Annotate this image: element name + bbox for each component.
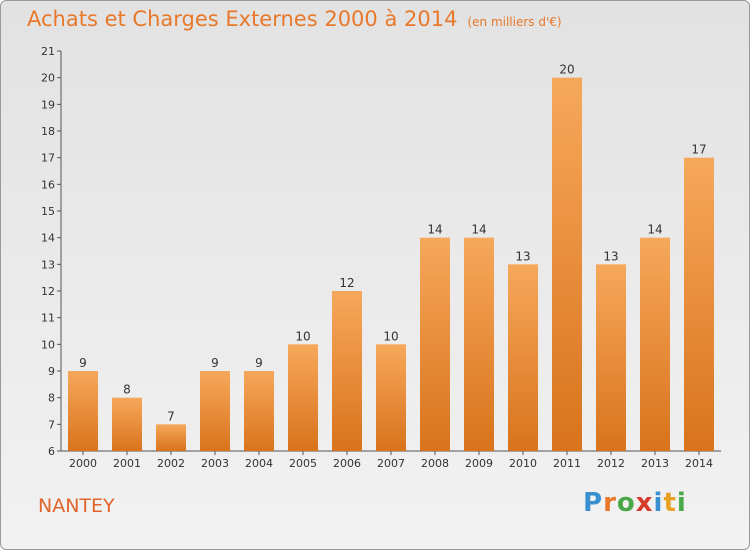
y-tick-label: 11 — [41, 312, 55, 325]
brand-letter: P — [583, 488, 604, 518]
y-tick-label: 14 — [41, 232, 55, 245]
bar-value-label: 10 — [295, 329, 310, 343]
commune-name: NANTEY — [38, 495, 115, 517]
chart-labels: 9 2000 8 2001 7 2002 9 2003 9 2004 10 2005 12 2006 10 2… — [69, 63, 713, 470]
x-tick-label: 2000 — [69, 457, 97, 470]
y-tick-label: 18 — [41, 125, 55, 138]
x-tick-label: 2008 — [421, 457, 449, 470]
bar-value-label: 7 — [167, 409, 175, 423]
x-tick-label: 2011 — [553, 457, 581, 470]
bar-2001[interactable] — [112, 397, 142, 451]
bar-2005[interactable] — [288, 344, 318, 451]
x-tick-label: 2005 — [289, 457, 317, 470]
chart-title: Achats et Charges Externes 2000 à 2014 (e… — [27, 7, 562, 31]
bar-value-label: 13 — [603, 249, 618, 263]
brand-letter: r — [603, 488, 617, 518]
bar-2014[interactable] — [684, 157, 714, 451]
x-tick-label: 2014 — [685, 457, 713, 470]
brand-letter: t — [663, 488, 677, 518]
x-tick-label: 2013 — [641, 457, 669, 470]
bar-value-label: 14 — [427, 223, 442, 237]
y-tick-label: 7 — [48, 418, 55, 431]
x-tick-label: 2001 — [113, 457, 141, 470]
y-tick-label: 19 — [41, 98, 55, 111]
y-tick-label: 16 — [41, 178, 55, 191]
bar-2012[interactable] — [596, 264, 626, 451]
y-tick-label: 9 — [48, 365, 55, 378]
bar-2000[interactable] — [68, 371, 98, 451]
chart-subtitle: (en milliers d'€) — [467, 15, 562, 29]
brand-letter: i — [676, 488, 687, 518]
x-tick-label: 2010 — [509, 457, 537, 470]
bar-value-label: 14 — [471, 223, 486, 237]
bar-2006[interactable] — [332, 291, 362, 451]
bar-value-label: 20 — [559, 63, 574, 77]
bar-2009[interactable] — [464, 237, 494, 451]
y-tick-label: 6 — [48, 445, 55, 458]
x-tick-label: 2007 — [377, 457, 405, 470]
bar-value-label: 17 — [691, 143, 706, 157]
y-tick-label: 10 — [41, 338, 55, 351]
bar-2008[interactable] — [420, 237, 450, 451]
bar-value-label: 9 — [79, 356, 87, 370]
y-tick-label: 15 — [41, 205, 55, 218]
bar-value-label: 10 — [383, 329, 398, 343]
bar-2011[interactable] — [552, 77, 582, 452]
bar-2002[interactable] — [156, 424, 186, 451]
bar-value-label: 14 — [647, 223, 662, 237]
x-tick-label: 2009 — [465, 457, 493, 470]
bar-value-label: 13 — [515, 249, 530, 263]
x-tick-label: 2006 — [333, 457, 361, 470]
bar-2013[interactable] — [640, 237, 670, 451]
bar-2010[interactable] — [508, 264, 538, 451]
bar-2007[interactable] — [376, 344, 406, 451]
x-tick-label: 2003 — [201, 457, 229, 470]
chart-bars — [68, 77, 714, 452]
bar-value-label: 9 — [255, 356, 263, 370]
y-tick-label: 12 — [41, 285, 55, 298]
bar-2004[interactable] — [244, 371, 274, 451]
y-tick-label: 20 — [41, 72, 55, 85]
bar-value-label: 12 — [339, 276, 354, 290]
bar-value-label: 9 — [211, 356, 219, 370]
bar-value-label: 8 — [123, 383, 131, 397]
y-tick-label: 8 — [48, 392, 55, 405]
chart-axes: 6 7 8 9 10 11 12 13 14 15 16 17 18 19 20 21 — [41, 45, 721, 458]
x-tick-label: 2002 — [157, 457, 185, 470]
y-tick-label: 13 — [41, 258, 55, 271]
brand-letter: x — [635, 488, 654, 518]
chart-title-text: Achats et Charges Externes 2000 à 2014 — [27, 7, 458, 31]
y-tick-label: 17 — [41, 152, 55, 165]
y-tick-label: 21 — [41, 45, 55, 58]
x-tick-label: 2004 — [245, 457, 273, 470]
x-tick-label: 2012 — [597, 457, 625, 470]
brand-letter: o — [616, 488, 636, 518]
brand-letter: i — [653, 488, 664, 518]
bar-2003[interactable] — [200, 371, 230, 451]
proxiti-logo[interactable]: Proxiti — [583, 488, 687, 518]
